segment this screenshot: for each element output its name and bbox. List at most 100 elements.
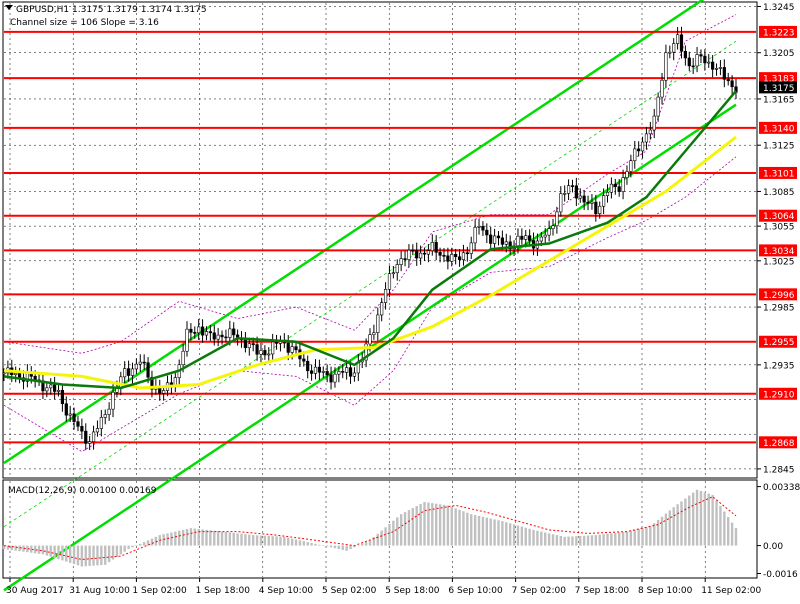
candle-body bbox=[419, 252, 423, 259]
macd-bar bbox=[57, 545, 60, 560]
macd-signal-line bbox=[3, 496, 737, 561]
candle-body bbox=[640, 141, 645, 152]
macd-bar bbox=[14, 545, 17, 551]
candle-body bbox=[290, 346, 294, 353]
candle-body bbox=[294, 346, 298, 351]
candle-body bbox=[99, 417, 103, 429]
macd-bar bbox=[629, 530, 633, 546]
main-panel-frame bbox=[2, 1, 758, 479]
macd-bar bbox=[368, 540, 372, 546]
macd-bar bbox=[314, 543, 317, 546]
candle-body bbox=[255, 344, 259, 355]
macd-bar bbox=[10, 545, 13, 551]
macd-bar bbox=[699, 491, 703, 546]
macd-bar bbox=[216, 531, 220, 546]
candle-body bbox=[524, 235, 528, 240]
bollinger-bands bbox=[3, 14, 737, 453]
price-tick-label: 1.3085 bbox=[763, 188, 795, 198]
macd-bar bbox=[586, 535, 590, 546]
candle-body bbox=[609, 183, 614, 193]
menu-triangle-icon[interactable] bbox=[5, 5, 13, 10]
candle-body bbox=[664, 52, 668, 81]
time-axis: 30 Aug 2017 31 Aug 10:00 1 Sep 02:00 1 Sep … bbox=[6, 578, 762, 596]
macd-bar bbox=[520, 526, 524, 546]
macd-bar bbox=[259, 535, 263, 546]
candle-body bbox=[286, 342, 290, 353]
macd-bar bbox=[213, 530, 216, 546]
candle-body bbox=[722, 67, 726, 80]
macd-bar bbox=[353, 545, 356, 548]
level-tag bbox=[759, 166, 797, 179]
macd-bar bbox=[645, 527, 648, 546]
macd-bar bbox=[470, 514, 473, 546]
macd-bar bbox=[189, 528, 193, 546]
candle-body bbox=[126, 368, 131, 376]
time-tick-label: 7 Sep 02:00 bbox=[512, 586, 567, 596]
upper-band bbox=[3, 14, 737, 354]
price-tick-label: 1.3125 bbox=[763, 142, 795, 152]
macd-bar bbox=[446, 505, 450, 546]
candle-body bbox=[376, 314, 380, 333]
macd-bar bbox=[100, 545, 103, 566]
candle-body bbox=[146, 362, 150, 378]
candle-body bbox=[306, 360, 310, 372]
time-tick-label: 5 Sep 02:00 bbox=[322, 586, 377, 596]
candle-body bbox=[181, 350, 185, 366]
macd-bar bbox=[49, 545, 52, 557]
macd-bar bbox=[201, 529, 204, 546]
channel-info: Channel size = 106 Slope = 3.16 bbox=[10, 18, 159, 28]
candle-body bbox=[656, 96, 660, 117]
macd-bar bbox=[322, 545, 325, 547]
time-tick-label: 11 Sep 02:00 bbox=[701, 586, 761, 596]
macd-bar bbox=[540, 531, 543, 546]
macd-bar bbox=[528, 528, 531, 546]
candle-body bbox=[683, 50, 687, 59]
macd-bar bbox=[310, 542, 313, 546]
macd-bar bbox=[508, 523, 512, 546]
macd-bar bbox=[306, 542, 309, 546]
candle-body bbox=[53, 384, 57, 392]
candle-body bbox=[559, 193, 563, 213]
candle-body bbox=[243, 339, 248, 349]
macd-bar bbox=[88, 545, 91, 566]
candle-body bbox=[56, 389, 61, 392]
candle-body bbox=[504, 241, 508, 245]
macd-bar bbox=[641, 528, 644, 546]
macd-bar bbox=[551, 534, 555, 546]
candle-body bbox=[68, 413, 72, 416]
candle-body bbox=[707, 61, 711, 64]
macd-bar bbox=[730, 522, 734, 546]
macd-bar bbox=[715, 500, 718, 546]
candle-body bbox=[220, 334, 224, 338]
candle-body bbox=[485, 229, 489, 236]
candle-body bbox=[508, 241, 512, 250]
macd-bar bbox=[174, 531, 177, 546]
level-label: 1.2910 bbox=[763, 390, 795, 400]
macd-bar bbox=[676, 504, 679, 546]
macd-bar bbox=[22, 545, 25, 552]
price-tick-label: 1.3165 bbox=[763, 95, 795, 105]
candle-body bbox=[434, 242, 438, 253]
macd-bar bbox=[341, 545, 344, 550]
macd-panel-frame bbox=[2, 479, 758, 579]
macd-bar bbox=[559, 535, 562, 546]
macd-bar bbox=[606, 533, 609, 546]
macd-bar bbox=[579, 535, 582, 546]
macd-bar bbox=[92, 545, 95, 566]
candle-body bbox=[76, 421, 80, 427]
candle-body bbox=[2, 372, 6, 375]
macd-bar bbox=[248, 534, 251, 546]
macd-bar bbox=[84, 545, 87, 567]
candle-body bbox=[372, 332, 376, 335]
candle-body bbox=[461, 252, 466, 260]
macd-bar bbox=[302, 541, 306, 546]
macd-bar bbox=[462, 511, 465, 546]
lower-band bbox=[3, 156, 737, 453]
candle-body bbox=[496, 235, 501, 239]
macd-bar bbox=[96, 545, 99, 566]
macd-bar bbox=[146, 540, 150, 546]
time-tick-label: 30 Aug 2017 bbox=[6, 586, 64, 596]
candle-body bbox=[691, 65, 695, 68]
candle-body bbox=[598, 205, 602, 214]
macd-bar bbox=[275, 536, 278, 546]
